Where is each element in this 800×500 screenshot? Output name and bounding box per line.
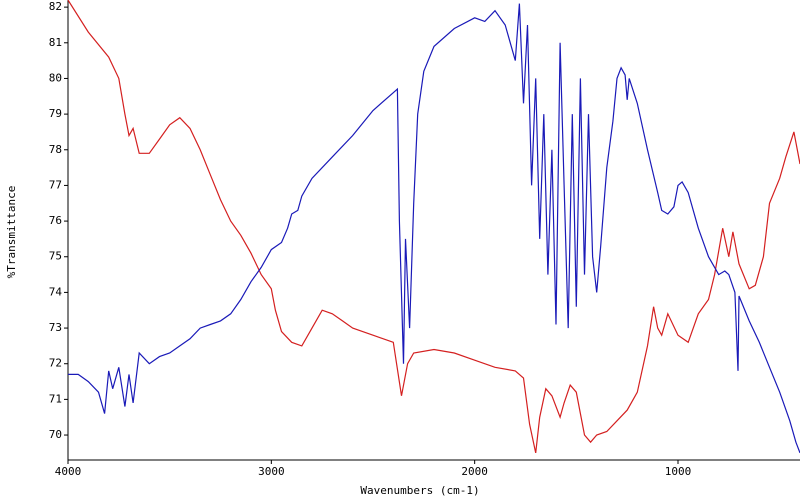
y-tick-label: 82: [49, 0, 62, 13]
spectrum-line: [68, 3, 800, 454]
spectrum-line: [67, 0, 800, 454]
y-tick-label: 80: [49, 71, 62, 84]
y-tick-label: 71: [49, 392, 62, 405]
y-tick-label: 75: [49, 250, 62, 263]
y-tick-label: 70: [49, 428, 62, 441]
y-tick-label: 72: [49, 357, 62, 370]
x-axis-label: Wavenumbers (cm-1): [360, 484, 479, 497]
y-axis-label: %Transmittance: [5, 186, 18, 279]
y-tick-label: 81: [49, 36, 62, 49]
y-tick-label: 78: [49, 143, 62, 156]
x-tick-label: 3000: [258, 465, 285, 478]
y-tick-label: 79: [49, 107, 62, 120]
x-tick-label: 4000: [55, 465, 82, 478]
x-tick-label: 2000: [461, 465, 488, 478]
y-tick-label: 76: [49, 214, 62, 227]
y-tick-label: 77: [49, 178, 62, 191]
x-tick-label: 1000: [665, 465, 692, 478]
y-tick-label: 74: [49, 285, 63, 298]
y-tick-label: 73: [49, 321, 62, 334]
